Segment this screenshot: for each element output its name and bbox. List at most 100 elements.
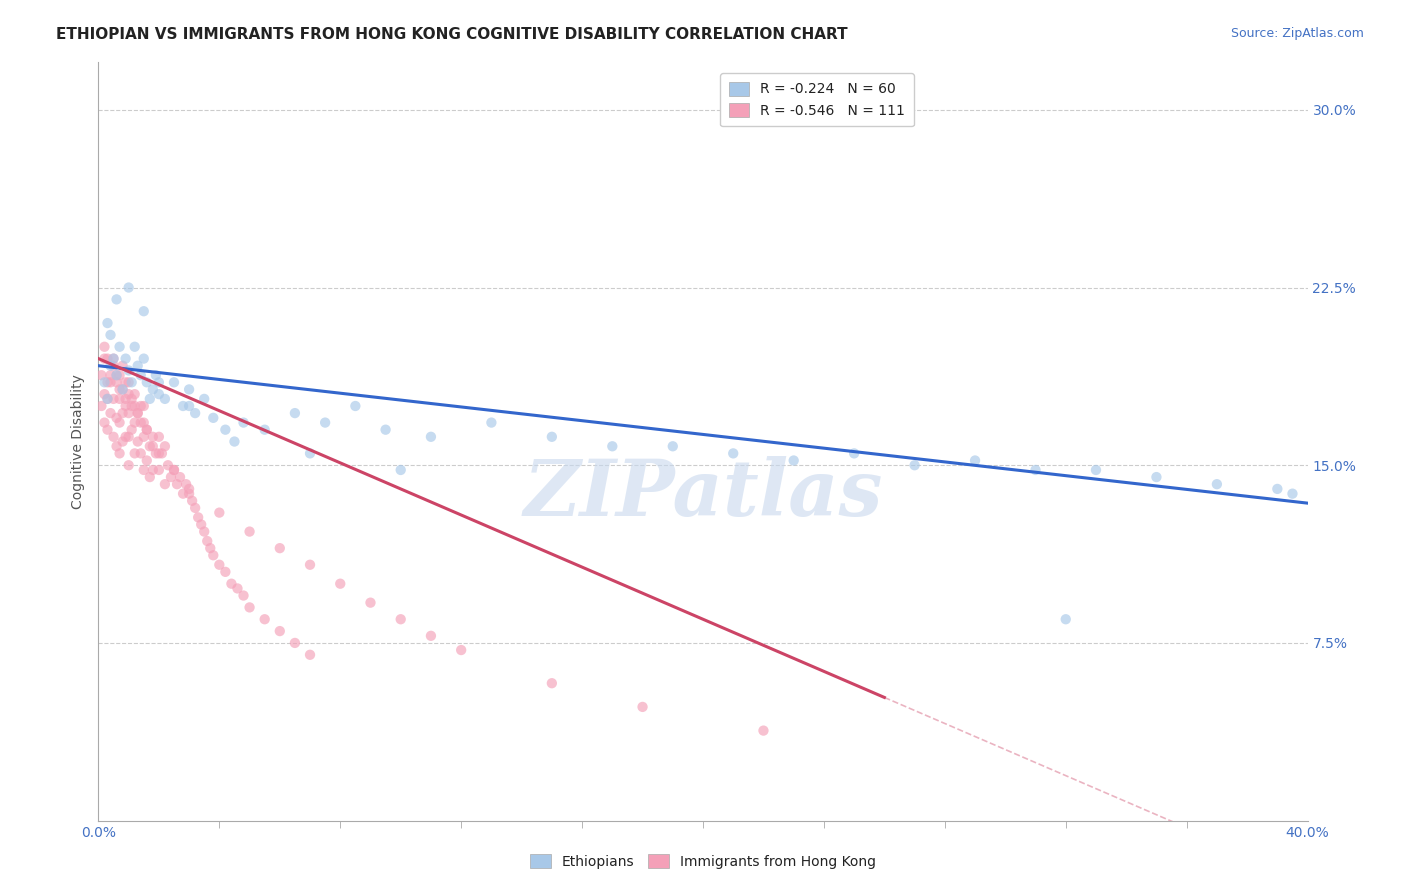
Point: [127, 434, 149, 449]
Point: [214, 423, 236, 437]
Point: [374, 423, 396, 437]
Point: [96, 316, 118, 330]
Point: [142, 439, 165, 453]
Point: [163, 376, 186, 390]
Point: [100, 359, 122, 373]
Point: [139, 392, 162, 406]
Point: [135, 423, 157, 437]
Point: [145, 446, 167, 460]
Point: [723, 446, 745, 460]
Point: [111, 359, 134, 373]
Point: [129, 368, 152, 383]
Point: [108, 446, 131, 460]
Point: [1024, 463, 1046, 477]
Point: [661, 439, 683, 453]
Point: [540, 676, 562, 690]
Point: [195, 534, 218, 549]
Point: [148, 387, 170, 401]
Point: [965, 453, 987, 467]
Point: [108, 383, 131, 397]
Point: [1144, 470, 1167, 484]
Point: [124, 416, 146, 430]
Point: [150, 446, 173, 460]
Point: [631, 699, 654, 714]
Point: [121, 423, 143, 437]
Point: [148, 430, 170, 444]
Point: [284, 636, 307, 650]
Point: [129, 446, 152, 460]
Point: [239, 600, 262, 615]
Point: [1281, 486, 1303, 500]
Point: [269, 624, 291, 639]
Point: [783, 453, 806, 467]
Point: [1054, 612, 1077, 626]
Point: [118, 363, 141, 377]
Point: [360, 596, 382, 610]
Point: [148, 463, 170, 477]
Point: [145, 368, 167, 383]
Point: [124, 387, 146, 401]
Point: [114, 376, 136, 390]
Point: [179, 482, 201, 496]
Point: [121, 392, 143, 406]
Point: [111, 406, 134, 420]
Point: [214, 565, 236, 579]
Point: [132, 416, 155, 430]
Point: [226, 582, 249, 596]
Point: [96, 376, 118, 390]
Point: [169, 470, 191, 484]
Point: [299, 558, 322, 572]
Point: [153, 477, 176, 491]
Point: [135, 453, 157, 467]
Point: [132, 430, 155, 444]
Point: [142, 463, 165, 477]
Point: [96, 423, 118, 437]
Point: [172, 399, 194, 413]
Point: [100, 327, 122, 342]
Point: [202, 410, 225, 425]
Point: [103, 430, 125, 444]
Point: [93, 416, 115, 430]
Point: [121, 399, 143, 413]
Point: [139, 439, 162, 453]
Point: [114, 351, 136, 366]
Point: [105, 439, 128, 453]
Point: [121, 376, 143, 390]
Point: [179, 486, 201, 500]
Point: [221, 576, 243, 591]
Point: [103, 359, 125, 373]
Point: [127, 406, 149, 420]
Point: [540, 430, 562, 444]
Point: [142, 430, 165, 444]
Text: ETHIOPIAN VS IMMIGRANTS FROM HONG KONG COGNITIVE DISABILITY CORRELATION CHART: ETHIOPIAN VS IMMIGRANTS FROM HONG KONG C…: [56, 27, 848, 42]
Point: [90, 399, 112, 413]
Point: [129, 416, 152, 430]
Point: [118, 387, 141, 401]
Point: [135, 376, 157, 390]
Point: [90, 368, 112, 383]
Point: [299, 648, 322, 662]
Point: [111, 434, 134, 449]
Point: [114, 430, 136, 444]
Point: [96, 392, 118, 406]
Point: [118, 280, 141, 294]
Point: [132, 304, 155, 318]
Point: [389, 612, 412, 626]
Legend: Ethiopians, Immigrants from Hong Kong: Ethiopians, Immigrants from Hong Kong: [524, 848, 882, 874]
Point: [103, 351, 125, 366]
Point: [105, 293, 128, 307]
Point: [114, 392, 136, 406]
Point: [105, 410, 128, 425]
Point: [253, 612, 276, 626]
Point: [1267, 482, 1289, 496]
Point: [93, 376, 115, 390]
Point: [224, 434, 246, 449]
Point: [93, 387, 115, 401]
Point: [148, 376, 170, 390]
Point: [253, 423, 276, 437]
Point: [163, 463, 186, 477]
Point: [108, 340, 131, 354]
Point: [1206, 477, 1229, 491]
Point: [132, 351, 155, 366]
Point: [172, 486, 194, 500]
